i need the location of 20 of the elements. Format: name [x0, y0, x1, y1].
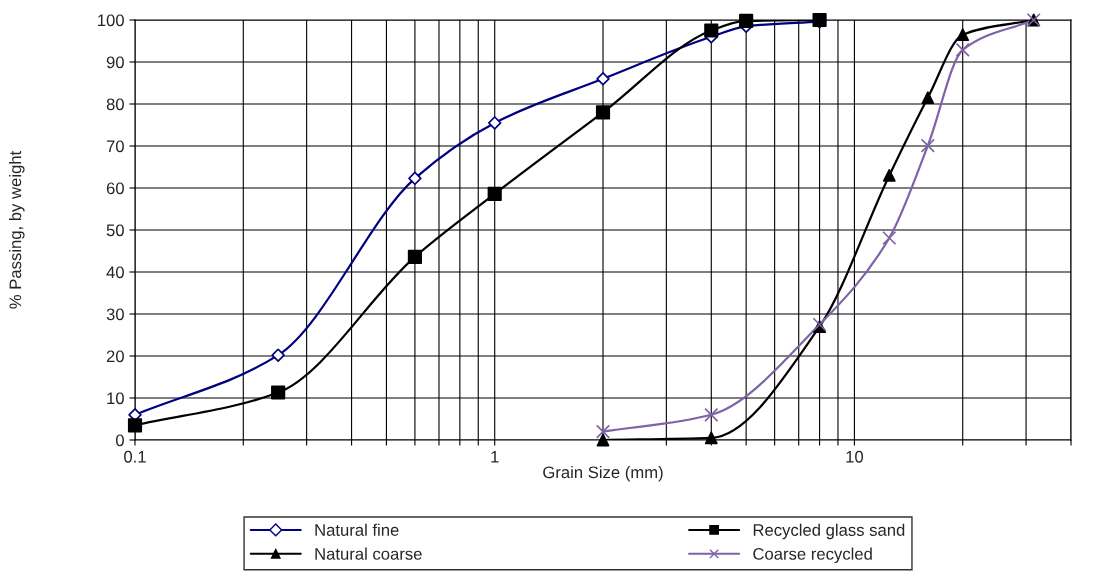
- x-tick-label: 0.1: [124, 450, 146, 463]
- y-tick-label: 20: [106, 350, 124, 363]
- y-tick-label: 80: [106, 98, 124, 111]
- y-tick-label: 0: [115, 434, 124, 447]
- y-tick-label: 100: [98, 14, 124, 27]
- x-tick-label: 1: [491, 451, 499, 463]
- x-tick-label: 10: [846, 450, 864, 463]
- legend-label: Recycled glass sand: [753, 523, 905, 540]
- x-axis-title: Grain Size (mm): [543, 465, 663, 482]
- y-tick-label: 40: [106, 266, 124, 279]
- y-axis-title: % Passing, by weight: [9, 150, 25, 309]
- y-tick-label: 90: [106, 56, 124, 69]
- y-tick-label: 30: [106, 308, 124, 321]
- y-tick-label: 70: [106, 140, 124, 153]
- legend-label: Natural fine: [315, 523, 399, 536]
- y-tick-label: 60: [106, 182, 124, 195]
- legend-label: Coarse recycled: [753, 547, 872, 564]
- y-tick-label: 10: [107, 392, 124, 405]
- y-tick-label: 50: [106, 224, 124, 237]
- legend-label: Natural coarse: [315, 547, 422, 560]
